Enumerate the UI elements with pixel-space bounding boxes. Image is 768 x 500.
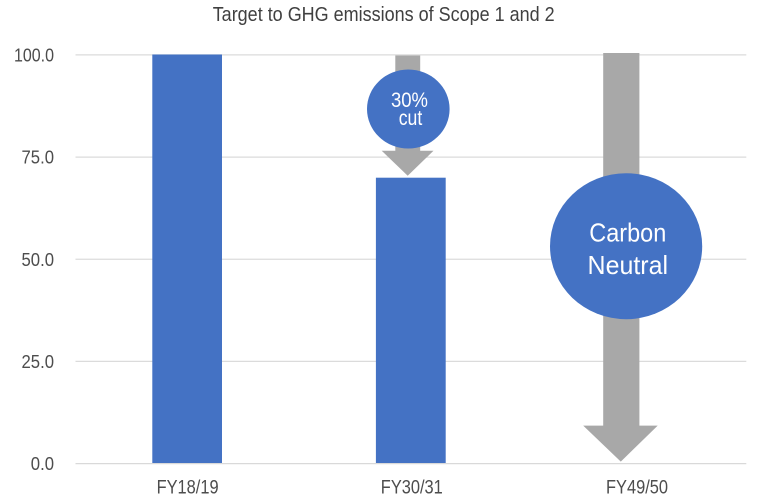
svg-text:FY18/19: FY18/19 bbox=[157, 477, 219, 499]
svg-text:Target to GHG emissions of Sco: Target to GHG emissions of Scope 1 and 2 bbox=[213, 4, 555, 26]
svg-text:FY30/31: FY30/31 bbox=[381, 477, 443, 499]
svg-text:cut: cut bbox=[399, 107, 423, 130]
svg-text:100.0: 100.0 bbox=[14, 45, 54, 66]
svg-text:0.0: 0.0 bbox=[31, 453, 54, 474]
svg-text:Neutral: Neutral bbox=[588, 250, 669, 280]
svg-text:25.0: 25.0 bbox=[22, 351, 55, 372]
svg-text:FY49/50: FY49/50 bbox=[606, 477, 668, 499]
svg-text:30%: 30% bbox=[391, 89, 428, 112]
svg-text:75.0: 75.0 bbox=[22, 147, 55, 168]
svg-text:50.0: 50.0 bbox=[22, 249, 55, 270]
svg-text:Carbon: Carbon bbox=[589, 218, 666, 248]
